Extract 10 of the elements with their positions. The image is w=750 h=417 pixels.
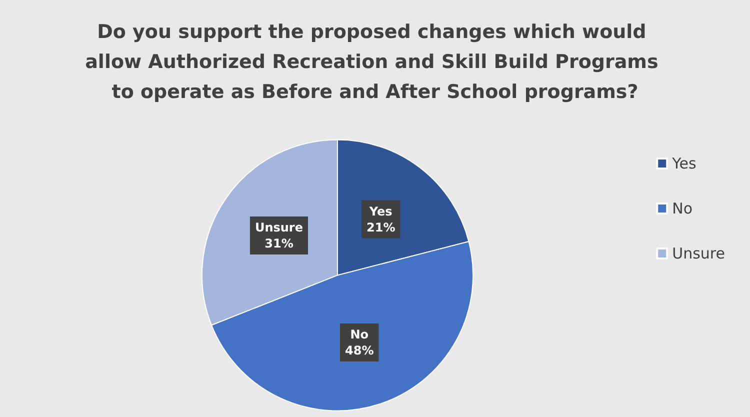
data-label: 48% (345, 344, 374, 358)
slice-label: Yes (368, 204, 392, 218)
slice-label: No (350, 328, 369, 342)
chart-title: Do you support the proposed changes which would allow Authorized Recreation and Skill Build Programs to operate as Before and After School programs? (85, 21, 665, 103)
legend-label: Unsure (672, 244, 725, 262)
legend-label: No (672, 200, 693, 218)
slice-label: Unsure (254, 220, 303, 234)
data-label: 31% (264, 236, 294, 250)
legend-label: Yes (671, 154, 697, 172)
data-label: 21% (366, 220, 396, 234)
